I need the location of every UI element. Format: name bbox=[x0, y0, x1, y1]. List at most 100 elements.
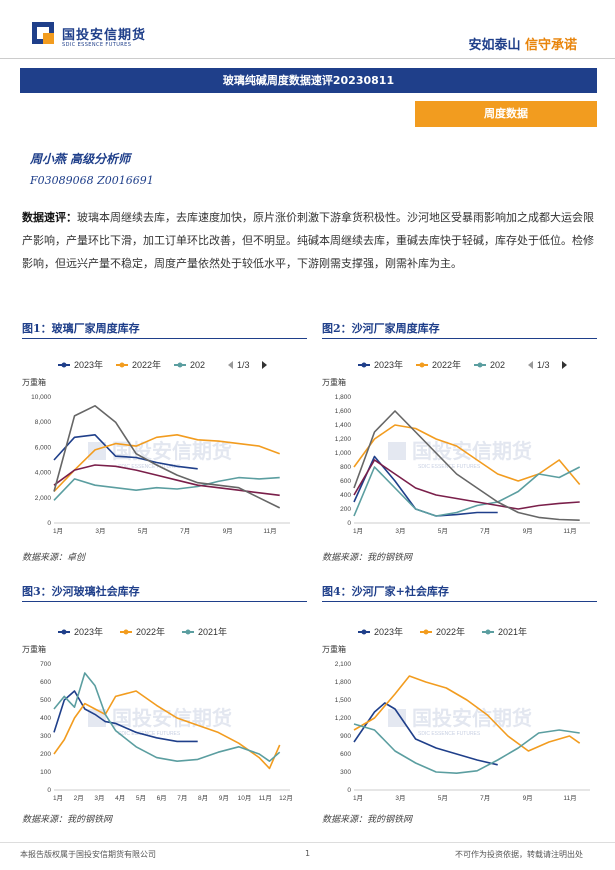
x-tick-label: 11月 bbox=[263, 527, 276, 535]
y-tick-label: 1,800 bbox=[335, 679, 352, 686]
y-tick-label: 2,000 bbox=[35, 495, 52, 502]
x-tick-label: 7月 bbox=[177, 794, 187, 802]
figure-1-title: 图1：玻璃厂家周度库存 bbox=[22, 322, 140, 335]
figure-3-source: 数据来源：我的钢铁网 bbox=[22, 815, 113, 825]
figure-2-title: 图2：沙河厂家周度库存 bbox=[322, 322, 440, 335]
author: 周小燕 高级分析师 bbox=[30, 152, 131, 166]
figure-3-title: 图3：沙河玻璃社会库存 bbox=[22, 585, 140, 598]
y-unit-label: 万重箱 bbox=[22, 377, 46, 387]
author-cert: F03089068 Z0016691 bbox=[30, 174, 154, 187]
y-tick-label: 600 bbox=[340, 478, 351, 485]
y-tick-label: 400 bbox=[40, 715, 51, 722]
y-tick-label: 1,200 bbox=[335, 436, 352, 443]
figure-2-source: 数据来源：我的钢铁网 bbox=[322, 553, 413, 563]
y-tick-label: 2,100 bbox=[335, 661, 352, 668]
y-tick-label: 4,000 bbox=[35, 470, 52, 477]
pager-label: 1/3 bbox=[537, 360, 550, 370]
x-tick-label: 7月 bbox=[180, 527, 190, 535]
chart-2-svg: 2023年 2022年 202 1/3 万重箱 0 200 400 600 800 1,000 1,2… bbox=[322, 359, 590, 535]
y-tick-label: 500 bbox=[40, 697, 51, 704]
x-tick-label: 3月 bbox=[94, 794, 104, 802]
series-line-1 bbox=[53, 690, 198, 743]
company-logo-icon bbox=[32, 22, 54, 44]
figure-4-rule bbox=[322, 601, 597, 602]
y-tick-label: 1,000 bbox=[335, 450, 352, 457]
slogan: 安如泰山 信守承诺 bbox=[468, 34, 577, 53]
series-line-1 bbox=[353, 702, 498, 766]
legend-marker bbox=[485, 629, 491, 635]
figure-3-rule bbox=[22, 601, 307, 602]
figure-3-chart: 2023年 2022年 2021年 万重箱 0 100 200 300 400 500 600 700… bbox=[18, 612, 303, 807]
series-line-3 bbox=[53, 672, 281, 762]
legend-marker bbox=[419, 362, 425, 368]
page-number: 1 bbox=[305, 849, 311, 858]
legend-label: 2021年 bbox=[498, 626, 527, 637]
y-tick-label: 800 bbox=[340, 464, 351, 471]
logo-name-en: SDIC ESSENCE FUTURES bbox=[62, 42, 132, 48]
watermark-logo-icon bbox=[88, 442, 106, 460]
x-tick-label: 2月 bbox=[74, 794, 84, 802]
series-line-3 bbox=[353, 723, 580, 774]
legend-marker bbox=[119, 362, 125, 368]
pager-next-icon bbox=[262, 361, 267, 369]
chart-1-svg: 2023年 2022年 202 1/3 万重箱 0 2,000 4,000 6,000 8,000… bbox=[22, 359, 290, 535]
series-line-2 bbox=[53, 434, 280, 493]
figure-2-chart: 2023年 2022年 202 1/3 万重箱 0 200 400 600 800 1,000 1,2… bbox=[318, 345, 603, 540]
figure-1-rule bbox=[22, 338, 307, 339]
y-tick-label: 600 bbox=[340, 751, 351, 758]
footer-divider bbox=[0, 842, 615, 843]
y-unit-label: 万重箱 bbox=[322, 644, 346, 654]
legend-marker bbox=[61, 629, 67, 635]
legend-label: 2023年 bbox=[374, 359, 403, 370]
legend-marker bbox=[361, 629, 367, 635]
pager-prev-icon bbox=[528, 361, 533, 369]
watermark-text: 国投安信期货 bbox=[112, 706, 232, 730]
series-line-5 bbox=[53, 404, 281, 509]
y-tick-label: 300 bbox=[40, 733, 51, 740]
figure-4-source: 数据来源：我的钢铁网 bbox=[322, 815, 413, 825]
x-tick-label: 11月 bbox=[563, 527, 576, 535]
legend-label: 2023年 bbox=[74, 626, 103, 637]
x-tick-label: 11月 bbox=[259, 794, 272, 802]
y-tick-label: 400 bbox=[340, 492, 351, 499]
x-tick-label: 6月 bbox=[157, 794, 167, 802]
legend-label: 2022年 bbox=[136, 626, 165, 637]
y-tick-label: 1,400 bbox=[335, 422, 352, 429]
legend-marker bbox=[61, 362, 67, 368]
watermark-text-en: SDIC ESSENCE FUTURES bbox=[118, 464, 181, 470]
watermark-text: 国投安信期货 bbox=[412, 439, 532, 463]
x-tick-label: 5月 bbox=[136, 794, 146, 802]
x-tick-label: 7月 bbox=[480, 794, 490, 802]
x-tick-label: 9月 bbox=[219, 794, 229, 802]
y-tick-label: 0 bbox=[47, 520, 51, 527]
legend-marker bbox=[423, 629, 429, 635]
figure-1-chart: 2023年 2022年 202 1/3 万重箱 0 2,000 4,000 6,000 8,000… bbox=[18, 345, 303, 540]
y-tick-label: 1,800 bbox=[335, 394, 352, 401]
series-line-2 bbox=[353, 424, 581, 486]
y-tick-label: 200 bbox=[340, 506, 351, 513]
summary-paragraph: 数据速评：玻璃本周继续去库，去库速度加快，原片涨价刺激下游拿货积极性。沙河地区受… bbox=[22, 206, 597, 275]
slogan-part-1: 安如泰山 bbox=[468, 38, 521, 53]
series-line-3 bbox=[53, 476, 280, 501]
footer-disclaimer: 不可作为投资依据，转载请注明出处 bbox=[455, 850, 583, 859]
legend-label: 2023年 bbox=[74, 359, 103, 370]
x-tick-label: 1月 bbox=[53, 794, 63, 802]
x-tick-label: 3月 bbox=[95, 527, 105, 535]
pager-label: 1/3 bbox=[237, 360, 250, 370]
watermark-logo-icon bbox=[388, 442, 406, 460]
watermark-logo-icon bbox=[388, 709, 406, 727]
x-tick-label: 1月 bbox=[353, 527, 363, 535]
x-tick-label: 5月 bbox=[438, 794, 448, 802]
summary-label: 数据速评： bbox=[22, 211, 77, 224]
y-tick-label: 100 bbox=[40, 769, 51, 776]
series-line-4 bbox=[353, 459, 580, 510]
x-tick-label: 5月 bbox=[438, 527, 448, 535]
legend-label: 2022年 bbox=[432, 359, 461, 370]
x-tick-label: 7月 bbox=[480, 527, 490, 535]
series-line-3 bbox=[353, 466, 581, 517]
legend-marker bbox=[177, 362, 183, 368]
figure-4-chart: 2023年 2022年 2021年 万重箱 0 300 600 900 1,200 1,500 1,… bbox=[318, 612, 603, 807]
legend-marker bbox=[123, 629, 129, 635]
watermark-text-en: SDIC ESSENCE FUTURES bbox=[418, 731, 481, 737]
pager-prev-icon bbox=[228, 361, 233, 369]
